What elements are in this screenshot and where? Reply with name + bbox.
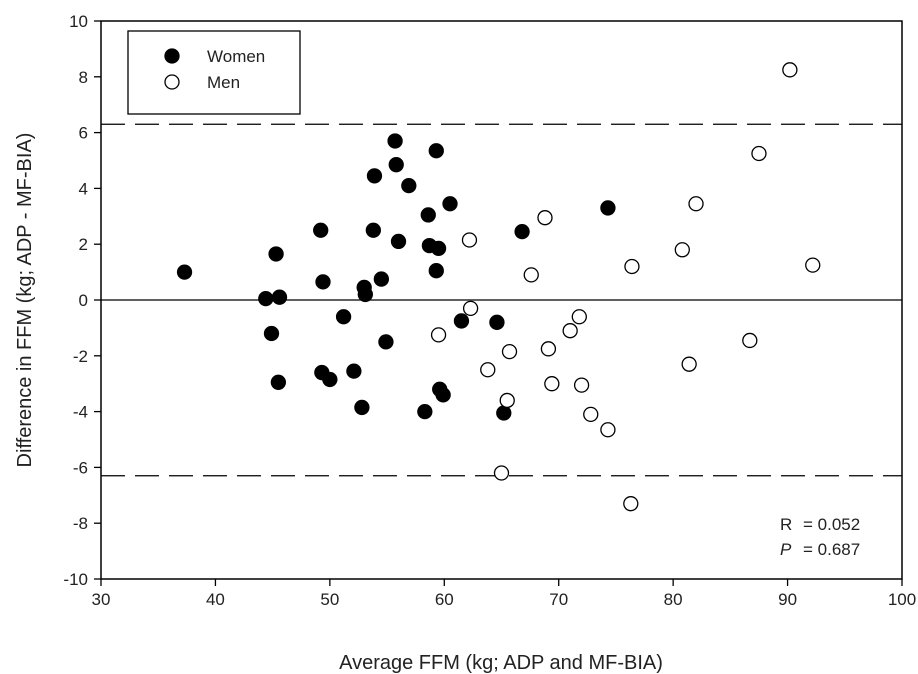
y-tick-label: -2 <box>73 347 88 366</box>
data-point-women <box>378 334 394 350</box>
x-axis-title: Average FFM (kg; ADP and MF-BIA) <box>339 652 663 674</box>
y-tick-label: 0 <box>79 291 88 310</box>
data-point-women <box>258 290 274 307</box>
data-point-men <box>537 210 553 226</box>
p-stat-label: P <box>780 540 792 559</box>
data-point-women <box>263 325 280 342</box>
data-point-women <box>268 246 284 262</box>
data-point-women <box>346 363 362 379</box>
r-stat-value: = 0.052 <box>803 515 860 534</box>
x-tick-label: 50 <box>320 590 339 609</box>
data-point-men <box>674 242 690 258</box>
reference-lines <box>101 123 902 477</box>
data-point-men <box>462 300 479 317</box>
data-point-women <box>387 133 403 149</box>
data-point-men <box>623 496 639 512</box>
legend-label-men: Men <box>207 73 240 92</box>
data-point-men <box>523 267 539 283</box>
p-stat-value: = 0.687 <box>803 540 860 559</box>
r-stat-label: R <box>780 515 792 534</box>
data-point-men <box>751 145 767 162</box>
data-point-women <box>335 309 352 325</box>
y-tick-label: -6 <box>73 458 88 477</box>
data-point-women <box>420 207 436 223</box>
data-point-women <box>388 157 404 173</box>
data-point-men <box>600 422 616 438</box>
data-point-women <box>428 143 444 159</box>
y-tick-label: 6 <box>79 124 88 143</box>
x-tick-label: 60 <box>435 590 454 609</box>
x-axis: 30 40 50 60 70 80 90 100 <box>92 579 916 609</box>
legend: Women Men <box>127 30 301 115</box>
data-point-men <box>540 341 557 357</box>
statistics-annotation: R = 0.052 P = 0.687 <box>780 515 860 559</box>
data-point-women <box>366 168 383 184</box>
data-point-women <box>315 274 331 290</box>
data-point-women <box>600 200 616 216</box>
data-point-men <box>571 309 587 325</box>
data-point-women <box>176 264 193 280</box>
data-point-women <box>435 387 451 403</box>
data-point-women <box>428 263 444 279</box>
x-tick-label: 90 <box>778 590 797 609</box>
data-point-women <box>514 223 530 240</box>
x-tick-label: 70 <box>549 590 568 609</box>
data-point-men <box>480 362 496 378</box>
x-tick-label: 30 <box>92 590 111 609</box>
legend-label-women: Women <box>207 47 265 66</box>
data-point-men <box>499 392 515 409</box>
data-points <box>176 62 821 512</box>
data-point-men <box>742 332 758 349</box>
y-tick-label: -8 <box>73 514 88 533</box>
data-point-women <box>496 405 512 421</box>
y-tick-label: 4 <box>79 179 88 198</box>
data-point-men <box>583 406 599 423</box>
y-axis: -10 -8 -6 -4 -2 0 2 4 6 8 10 <box>63 12 101 589</box>
data-point-women <box>453 313 470 329</box>
data-point-men <box>681 356 697 372</box>
y-axis-title: Difference in FFM (kg; ADP - MF-BIA) <box>14 133 36 468</box>
data-point-women <box>322 371 338 388</box>
y-tick-label: -10 <box>63 570 88 589</box>
legend-marker-women <box>164 48 180 64</box>
data-point-men <box>430 327 447 343</box>
data-point-women <box>357 286 373 303</box>
legend-box <box>127 30 301 115</box>
data-point-men <box>562 323 578 339</box>
data-point-women <box>430 240 447 257</box>
y-tick-label: 2 <box>79 235 88 254</box>
data-point-women <box>313 222 329 238</box>
data-point-women <box>417 403 433 420</box>
x-tick-label: 100 <box>888 590 916 609</box>
data-point-women <box>390 233 407 250</box>
y-tick-label: -4 <box>73 403 88 422</box>
data-point-men <box>493 465 510 481</box>
y-tick-label: 10 <box>69 12 88 31</box>
data-point-men <box>688 196 704 212</box>
data-point-men <box>805 257 821 273</box>
data-point-women <box>354 399 370 416</box>
data-point-men <box>624 258 640 275</box>
data-point-women <box>373 271 390 287</box>
data-point-women <box>271 289 288 305</box>
data-point-women <box>270 374 287 390</box>
data-point-men <box>573 377 590 393</box>
data-point-women <box>442 196 458 212</box>
x-tick-label: 80 <box>664 590 683 609</box>
x-tick-label: 40 <box>206 590 225 609</box>
data-point-men <box>782 62 798 78</box>
data-point-men <box>461 232 478 248</box>
data-point-women <box>401 177 417 194</box>
data-point-men <box>501 343 518 360</box>
y-tick-label: 8 <box>79 68 88 87</box>
legend-marker-men <box>164 74 180 90</box>
data-point-women <box>489 314 505 330</box>
data-point-women <box>365 222 381 238</box>
data-point-men <box>544 376 560 392</box>
